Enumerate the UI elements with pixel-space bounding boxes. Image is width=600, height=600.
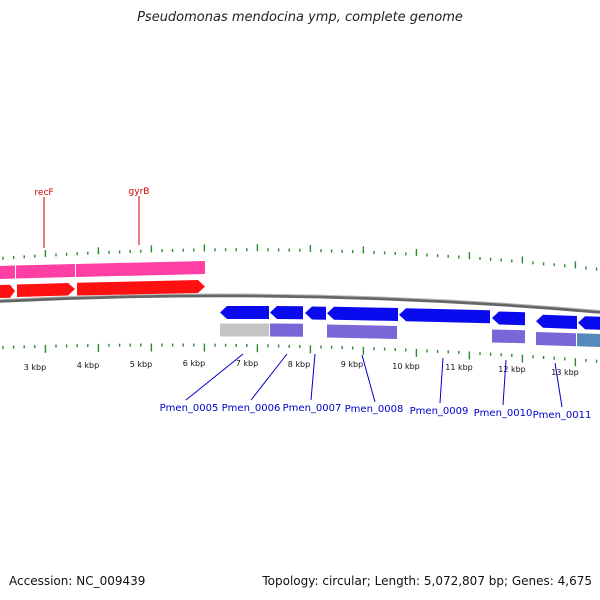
outer-tick-marks	[2, 244, 598, 271]
gene-label-Pmen_0005[interactable]: Pmen_0005	[160, 353, 244, 414]
kbp-label: 3 kbp	[24, 363, 46, 372]
gene-purple-1[interactable]	[270, 323, 303, 337]
gene-blue-2[interactable]	[270, 306, 303, 320]
gene-red-3[interactable]	[77, 280, 205, 296]
map-title: Pseudomonas mendocina ymp, complete geno…	[137, 10, 463, 25]
gene-label-Pmen_0010[interactable]: Pmen_0010	[474, 359, 533, 419]
gene-label-Pmen_0009[interactable]: Pmen_0009	[410, 357, 469, 417]
gene-blue-4[interactable]	[327, 306, 398, 321]
gene-label-Pmen_0007[interactable]: Pmen_0007	[283, 353, 342, 414]
gene-label-Pmen_0006[interactable]: Pmen_0006	[222, 353, 288, 414]
genome-backbone	[0, 293, 600, 314]
gene-blue-8[interactable]	[578, 316, 600, 330]
kbp-label: 13 kbp	[551, 368, 579, 377]
kbp-label: 7 kbp	[236, 359, 258, 368]
gene-red-2[interactable]	[17, 283, 75, 297]
gene-gray-1[interactable]	[220, 323, 269, 337]
gene-label-text: Pmen_0011	[533, 410, 592, 421]
kbp-label: 9 kbp	[341, 360, 363, 369]
gene-purple-2[interactable]	[327, 324, 397, 340]
forward-strand-genes	[0, 261, 205, 298]
gene-red-1[interactable]	[0, 284, 15, 298]
gene-blue-6[interactable]	[492, 311, 525, 326]
kbp-axis-labels: 3 kbp 4 kbp 5 kbp 6 kbp 7 kbp 8 kbp 9 kb…	[24, 359, 579, 377]
kbp-label: 6 kbp	[183, 359, 205, 368]
genome-summary-text: Topology: circular; Length: 5,072,807 bp…	[262, 574, 592, 588]
gene-purple-4[interactable]	[536, 332, 576, 347]
gene-label-gyrB[interactable]: gyrB	[129, 187, 150, 245]
gene-label-text: Pmen_0010	[474, 408, 533, 419]
kbp-label: 11 kbp	[445, 363, 473, 372]
gene-label-text: recF	[34, 188, 53, 198]
accession-text: Accession: NC_009439	[9, 574, 146, 588]
gene-label-text: Pmen_0005	[160, 403, 219, 414]
kbp-label: 12 kbp	[498, 365, 526, 374]
kbp-label: 8 kbp	[288, 360, 310, 369]
gene-label-text: Pmen_0009	[410, 406, 469, 417]
gene-label-text: Pmen_0006	[222, 403, 281, 414]
kbp-label: 5 kbp	[130, 360, 152, 369]
gene-label-text: Pmen_0008	[345, 404, 404, 415]
gene-pink-2[interactable]	[16, 264, 75, 279]
gene-blue-3[interactable]	[305, 306, 326, 320]
kbp-label: 4 kbp	[77, 361, 99, 370]
gene-pink-3[interactable]	[76, 261, 205, 277]
genome-backbone-highlight	[0, 293, 600, 311]
gene-steel-1[interactable]	[577, 333, 600, 347]
kbp-label: 10 kbp	[392, 362, 420, 371]
gene-label-text: gyrB	[129, 187, 150, 197]
gene-blue-5[interactable]	[399, 308, 490, 324]
gene-label-Pmen_0011[interactable]: Pmen_0011	[533, 362, 592, 421]
reverse-strand-genes	[220, 306, 600, 347]
gene-pink-1[interactable]	[0, 265, 15, 280]
gene-blue-7[interactable]	[536, 314, 577, 329]
gene-purple-3[interactable]	[492, 329, 525, 344]
gene-blue-1[interactable]	[220, 306, 269, 319]
gene-label-text: Pmen_0007	[283, 403, 342, 414]
inner-tick-marks	[2, 343, 598, 367]
gene-label-Pmen_0008[interactable]: Pmen_0008	[345, 354, 404, 415]
gene-label-recF[interactable]: recF	[34, 188, 54, 248]
